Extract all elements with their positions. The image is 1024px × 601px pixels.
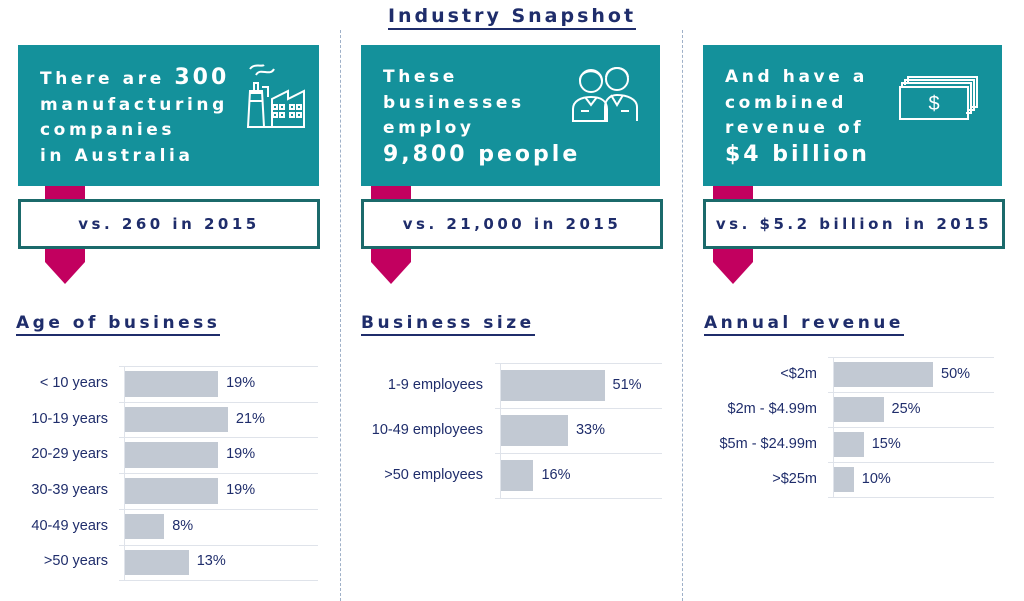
chart-title-age: Age of business — [16, 313, 221, 336]
page-title: Industry Snapshot — [0, 5, 1024, 30]
category-label: <$2m — [780, 365, 817, 382]
stat-card-revenue: And have a combined revenue of $4 billio… — [703, 45, 1002, 186]
value-label: 16% — [541, 466, 571, 483]
bar — [125, 478, 219, 504]
stat-line: in Australia — [40, 145, 194, 166]
value-label: 19% — [226, 374, 256, 391]
value-label: 15% — [871, 435, 901, 452]
money-icon: $ — [899, 76, 978, 120]
arrow-head — [45, 262, 85, 284]
row-gridline — [495, 363, 662, 364]
category-label: < 10 years — [39, 374, 108, 391]
row-gridline — [119, 401, 318, 403]
row-gridline — [119, 366, 318, 367]
stat-number: 300 — [174, 65, 230, 90]
stat-line: revenue of — [725, 118, 865, 138]
row-gridline — [828, 357, 994, 358]
value-label: 19% — [226, 446, 256, 463]
stat-line: And have a — [725, 67, 868, 87]
row-gridline — [828, 497, 994, 498]
stat-number: 9,800 people — [383, 141, 581, 167]
row-gridline — [495, 498, 662, 499]
bar — [125, 442, 219, 469]
category-label: >50 employees — [384, 466, 483, 483]
comparison-box: vs. $5.2 billion in 2015 — [703, 199, 1005, 249]
bar — [125, 549, 189, 576]
comparison-box: vs. 260 in 2015 — [18, 199, 320, 249]
dollar-symbol: $ — [928, 93, 939, 115]
bar — [834, 362, 933, 387]
value-label: 21% — [235, 410, 265, 427]
column-divider — [682, 30, 683, 601]
stat-card-employees: These businesses employ 9,800 people — [361, 45, 660, 186]
stat-line: These — [383, 67, 458, 87]
stat-line: combined — [725, 92, 848, 113]
stat-line: employ — [383, 118, 475, 138]
row-gridline — [119, 508, 318, 510]
comparison-text: vs. 21,000 in 2015 — [402, 215, 622, 233]
value-label: 19% — [226, 481, 256, 498]
comparison-text: vs. 260 in 2015 — [78, 215, 260, 233]
row-gridline — [119, 437, 318, 439]
category-label: 20-29 years — [31, 446, 108, 463]
chart-title-size: Business size — [361, 313, 535, 336]
row-gridline — [119, 580, 318, 582]
value-label: 51% — [612, 376, 642, 393]
category-label: $2m - $4.99m — [727, 400, 817, 417]
category-label: 40-49 years — [31, 517, 108, 534]
category-label: $5m - $24.99m — [719, 435, 817, 452]
category-label: >50 years — [43, 553, 108, 570]
title-text: Industry Snapshot — [387, 5, 637, 30]
category-label: 1-9 employees — [387, 376, 483, 393]
value-label: 25% — [891, 400, 921, 417]
row-gridline — [828, 392, 994, 393]
bar — [501, 460, 534, 491]
stat-text: There are 300 manufacturing companies in… — [40, 65, 229, 169]
bar — [834, 467, 854, 492]
comparison-box: vs. 21,000 in 2015 — [361, 199, 663, 249]
row-gridline — [828, 427, 994, 428]
column-divider — [340, 30, 341, 601]
value-label: 33% — [575, 421, 606, 438]
value-label: 13% — [196, 553, 226, 570]
row-gridline — [495, 408, 662, 409]
row-gridline — [119, 473, 318, 475]
value-label: 10% — [861, 470, 891, 487]
comparison-text: vs. $5.2 billion in 2015 — [715, 215, 993, 233]
category-label: 10-49 employees — [371, 421, 483, 438]
factory-icon — [246, 64, 305, 128]
arrow-head — [713, 262, 753, 284]
bar — [125, 513, 165, 540]
row-gridline — [828, 462, 994, 463]
stat-number: $4 billion — [725, 141, 870, 167]
value-label: 50% — [941, 365, 971, 382]
people-icon — [572, 67, 638, 122]
stat-line: businesses — [383, 92, 525, 113]
stat-text: And have a combined revenue of $4 billio… — [725, 65, 870, 167]
bar — [125, 371, 219, 397]
category-label: 30-39 years — [31, 481, 108, 498]
stat-card-companies: There are 300 manufacturing companies in… — [18, 45, 319, 186]
bar — [501, 415, 568, 446]
chart-axis — [500, 363, 501, 498]
stat-line: manufacturing — [40, 94, 228, 115]
row-gridline — [119, 544, 318, 546]
stat-line: There are — [40, 69, 175, 89]
row-gridline — [495, 453, 662, 454]
value-label: 8% — [172, 517, 194, 534]
bar — [834, 397, 884, 422]
bar — [834, 432, 864, 457]
stat-text: These businesses employ 9,800 people — [383, 65, 580, 167]
bar — [501, 370, 605, 401]
stat-line: companies — [40, 120, 176, 140]
chart-title-revenue: Annual revenue — [704, 313, 904, 336]
bar — [125, 406, 228, 433]
category-label: 10-19 years — [31, 410, 108, 427]
arrow-head — [371, 262, 411, 284]
category-label: >$25m — [772, 470, 817, 487]
